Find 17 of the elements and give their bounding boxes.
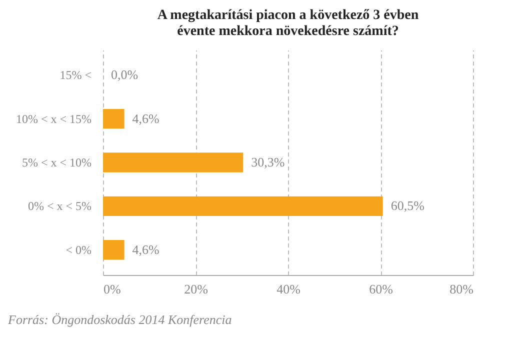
chart-title: A megtakarítási piacon a következő 3 évben évente mekkora növekedésre számít? <box>157 8 419 39</box>
data-label: 60,5% <box>390 198 425 214</box>
y-tick-label: 10% < x < 15% <box>16 112 92 126</box>
data-label: 30,3% <box>251 154 285 170</box>
data-label: 4,6% <box>132 110 160 126</box>
y-tick-label: < 0% <box>66 242 92 257</box>
x-tick-label: 20% <box>184 282 208 296</box>
y-tick-label: 15% < <box>60 68 92 82</box>
y-tick-label: 5% < x < 10% <box>22 156 92 170</box>
text: Forrás: Öngondoskodás 2014 Konferencia <box>7 312 232 327</box>
x-tick-label: 80% <box>450 282 474 296</box>
y-tick-label: 0% < x < 5% <box>28 199 92 214</box>
data-label: 4,6% <box>132 242 160 257</box>
x-tick-label: 40% <box>276 282 301 296</box>
x-tick-label: 60% <box>369 282 394 296</box>
data-label: 0,0% <box>111 67 138 82</box>
x-tick-label: 0% <box>104 282 121 296</box>
